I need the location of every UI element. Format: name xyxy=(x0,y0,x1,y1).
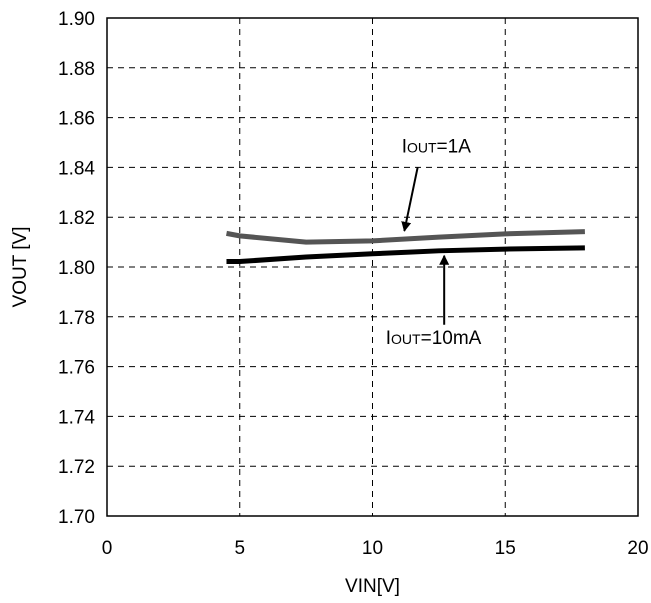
y-tick-labels: 1.70 1.72 1.74 1.76 1.78 1.80 1.82 1.84 1.86 1.88… xyxy=(58,9,95,528)
y-tick-label: 1.80 xyxy=(58,258,95,279)
annotation-arrow-0 xyxy=(401,167,419,232)
grid-lines xyxy=(107,18,638,516)
y-tick-label: 1.82 xyxy=(58,208,95,229)
y-tick-label: 1.70 xyxy=(58,507,95,528)
series-group xyxy=(226,229,585,265)
x-axis-label: VIN[V] xyxy=(345,576,400,597)
y-tick-label: 1.86 xyxy=(58,109,95,130)
x-tick-label: 20 xyxy=(627,538,648,559)
y-tick-label: 1.84 xyxy=(58,158,95,179)
y-tick-label: 1.90 xyxy=(58,9,95,30)
y-tick-label: 1.74 xyxy=(58,407,95,428)
y-tick-label: 1.76 xyxy=(58,358,95,379)
annotations: IOUT=1A IOUT=10mA xyxy=(386,136,482,349)
plot-frame xyxy=(106,17,639,517)
series-line-iout-10ma xyxy=(226,245,585,265)
x-tick-label: 5 xyxy=(234,538,245,559)
y-tick-label: 1.78 xyxy=(58,308,95,329)
y-axis-label: VOUT [V] xyxy=(10,227,31,308)
x-tick-label: 10 xyxy=(362,538,383,559)
y-tick-label: 1.88 xyxy=(58,59,95,80)
annotation-label-1: IOUT=10mA xyxy=(386,328,482,349)
x-tick-label: 0 xyxy=(102,538,113,559)
y-tick-label: 1.72 xyxy=(58,457,95,478)
series-line-iout-1a xyxy=(226,229,585,245)
x-tick-label: 15 xyxy=(495,538,516,559)
x-tick-labels: 0 5 10 15 20 xyxy=(102,538,649,559)
annotation-label-0: IOUT=1A xyxy=(402,136,472,157)
